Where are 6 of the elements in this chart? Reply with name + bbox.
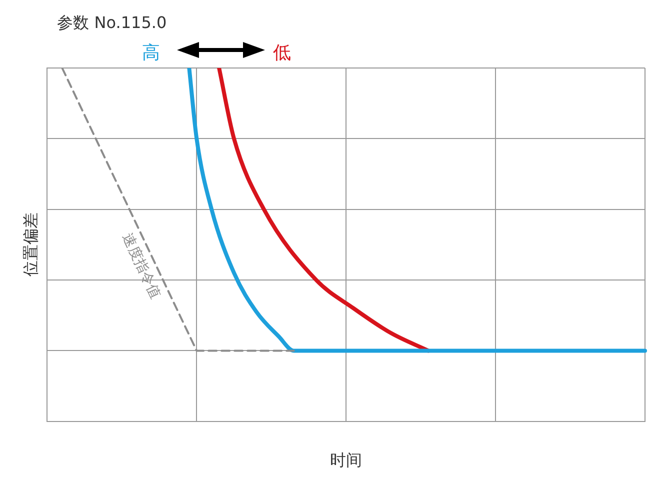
x-axis-title: 时间 — [330, 450, 362, 470]
series-label: 高 — [142, 42, 160, 64]
text: 速度指令值 — [119, 231, 164, 302]
text: 低 — [273, 42, 292, 64]
chart-title: 参数 No.115.0 — [57, 13, 167, 32]
y-axis-title: 位置偏差 — [20, 212, 40, 277]
